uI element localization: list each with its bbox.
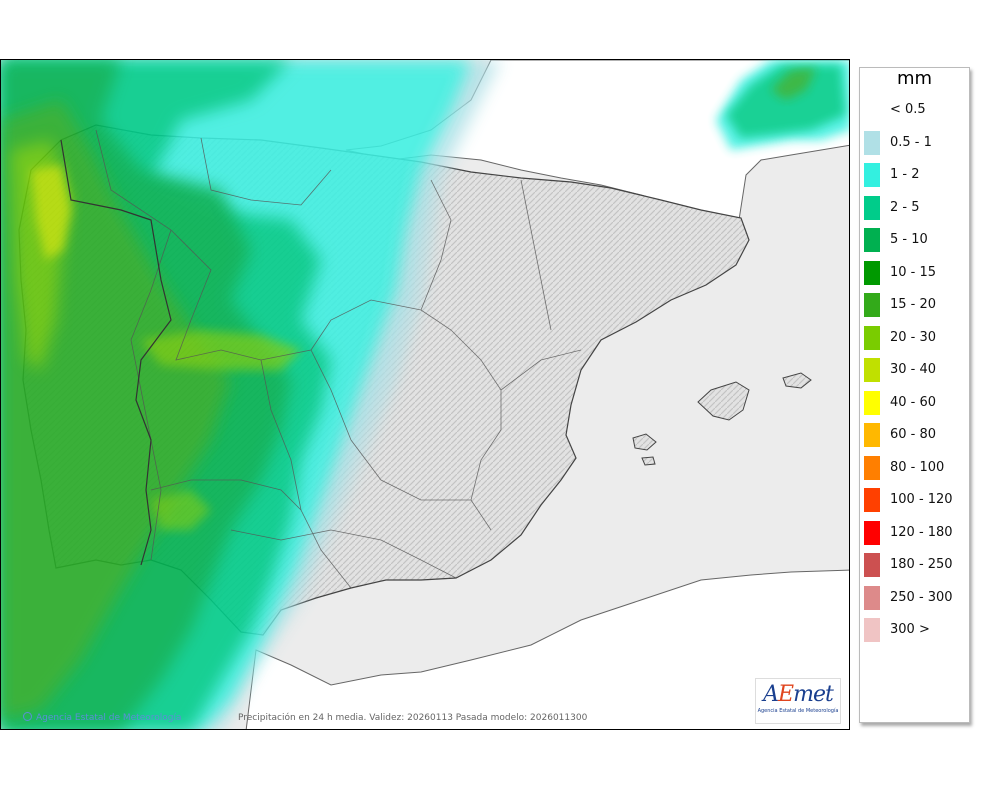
legend-label: 5 - 10	[890, 232, 928, 247]
legend-label: 80 - 100	[890, 459, 945, 475]
legend-label: 1 - 2	[890, 167, 920, 182]
legend: mm < 0.5 0.5 - 1 1 - 2 2 - 5 5 - 10 10 - 15 15…	[859, 67, 970, 723]
agency-credit-text: Agencia Estatal de Meteorología	[36, 713, 182, 723]
legend-label: 300 >	[890, 622, 930, 637]
legend-swatch	[864, 585, 880, 610]
legend-swatch	[864, 293, 880, 317]
legend-label: 120 - 180	[890, 524, 953, 540]
copyright-icon	[23, 712, 32, 721]
island-menorca	[782, 372, 812, 389]
aemet-logo-subtitle: Agencia Estatal de Meteorología	[757, 708, 839, 714]
legend-swatch	[864, 553, 880, 577]
aemet-logo-mark: AEmet	[763, 682, 834, 707]
legend-label: 30 - 40	[890, 362, 937, 377]
legend-swatch	[864, 358, 880, 382]
legend-swatch	[864, 390, 880, 415]
legend-label: 20 - 30	[890, 329, 937, 345]
legend-swatch	[864, 130, 880, 155]
legend-label: 10 - 15	[890, 264, 937, 280]
legend-swatch	[864, 228, 880, 252]
legend-swatch	[864, 520, 880, 545]
land-africa	[245, 569, 849, 729]
legend-unit: mm	[896, 68, 933, 89]
legend-swatch	[864, 163, 880, 187]
legend-swatch	[864, 488, 880, 512]
legend-label: 180 - 250	[890, 557, 953, 572]
legend-swatch	[864, 423, 880, 447]
legend-label: 100 - 120	[890, 492, 953, 507]
map-canvas	[1, 60, 849, 729]
legend-label: 250 - 300	[890, 589, 953, 605]
legend-label: 2 - 5	[890, 199, 920, 215]
portugal-border	[60, 139, 172, 566]
legend-swatch	[864, 325, 880, 350]
island-formentera	[641, 456, 656, 466]
legend-swatch	[864, 618, 880, 642]
legend-label: 60 - 80	[890, 427, 937, 442]
legend-swatch	[864, 98, 880, 122]
legend-label: 40 - 60	[890, 394, 937, 410]
precipitation-map: Agencia Estatal de Meteorología Precipit…	[0, 59, 850, 730]
legend-label: 15 - 20	[890, 297, 937, 312]
region-borders	[95, 129, 582, 589]
legend-label: < 0.5	[890, 102, 926, 117]
precipitation-field	[1, 60, 849, 729]
legend-swatch	[864, 260, 880, 285]
legend-swatch	[864, 455, 880, 480]
island-ibiza	[632, 433, 657, 451]
legend-swatch	[864, 195, 880, 220]
map-caption: Precipitación en 24 h media. Validez: 20…	[238, 713, 588, 723]
agency-credit: Agencia Estatal de Meteorología	[23, 712, 182, 723]
island-mallorca	[697, 381, 750, 421]
legend-label: 0.5 - 1	[890, 134, 932, 150]
aemet-logo: AEmet Agencia Estatal de Meteorología	[755, 678, 841, 724]
